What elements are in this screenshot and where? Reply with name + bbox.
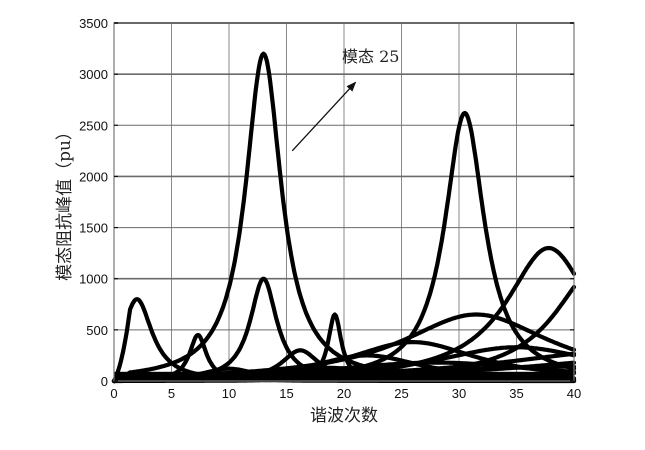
x-tick-label: 20	[337, 386, 351, 401]
dense-low-band	[114, 371, 574, 381]
x-tick-label: 5	[168, 386, 175, 401]
y-tick-label: 2000	[79, 169, 108, 184]
y-tick-label: 1500	[79, 221, 108, 236]
x-tick-label: 15	[279, 386, 293, 401]
x-axis-title: 谐波次数	[310, 406, 378, 426]
data-curves	[111, 51, 577, 384]
x-tick-label: 35	[509, 386, 523, 401]
y-axis-title: 模态阻抗峰值（pu）	[55, 123, 75, 281]
annotation-mode-25: 模态 25	[291, 47, 399, 152]
x-tick-label: 10	[222, 386, 236, 401]
x-tick-label: 0	[110, 386, 117, 401]
annotation-label: 模态 25	[342, 47, 399, 66]
annotation-arrow	[291, 81, 357, 152]
plot-frame	[113, 22, 575, 382]
y-tick-label: 3500	[79, 16, 108, 31]
axis-ticks: 0 5 10 15 20 25 30 35 40 0 500 1000 1500 2000 2500 3000…	[79, 16, 581, 401]
y-tick-label: 500	[86, 323, 108, 338]
y-tick-label: 1000	[79, 272, 108, 287]
y-tick-label: 2500	[79, 118, 108, 133]
x-tick-label: 40	[567, 386, 581, 401]
grid-lines	[114, 22, 574, 381]
y-tick-label: 3000	[79, 67, 108, 82]
x-tick-label: 30	[452, 386, 466, 401]
y-tick-label: 0	[101, 374, 108, 389]
x-tick-label: 25	[394, 386, 408, 401]
